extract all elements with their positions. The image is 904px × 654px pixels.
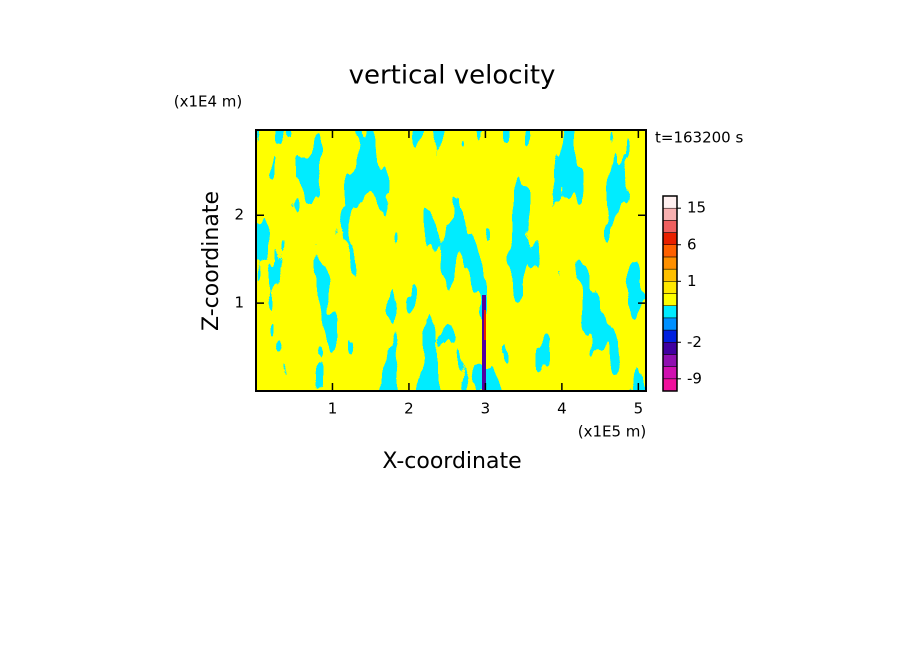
colorbar-band <box>662 220 678 233</box>
colorbar-band <box>662 354 678 367</box>
colorbar-band <box>662 244 678 258</box>
colorbar-band <box>662 195 678 209</box>
colorbar-band <box>662 329 678 343</box>
colorbar-tick-label: 1 <box>687 272 697 290</box>
colorbar-band <box>662 366 678 380</box>
x-tick-label: 4 <box>557 400 567 418</box>
colorbar-band <box>662 293 678 306</box>
colorbar-band <box>662 268 678 282</box>
colorbar-band <box>662 378 678 392</box>
y-unit: (x1E4 m) <box>174 93 243 111</box>
colorbar-band <box>662 281 678 294</box>
colorbar-band <box>662 342 678 355</box>
colorbar-band <box>662 207 678 221</box>
x-axis-label: X-coordinate <box>382 449 521 474</box>
x-tick-label: 5 <box>634 400 644 418</box>
x-tick-label: 3 <box>481 400 491 418</box>
chart-title: vertical velocity <box>349 61 556 91</box>
plot-frame <box>255 129 647 392</box>
colorbar-tick-label: -9 <box>687 369 702 387</box>
colorbar-band <box>662 305 678 319</box>
time-label: t=163200 s <box>655 129 743 147</box>
colorbar-band <box>662 256 678 270</box>
field-feature <box>484 310 486 340</box>
y-tick-label: 2 <box>234 206 244 224</box>
x-tick-label: 1 <box>328 400 338 418</box>
y-tick-label: 1 <box>234 294 244 312</box>
colorbar-tick-label: 15 <box>687 199 706 217</box>
colorbar-frame <box>662 195 678 392</box>
colorbar-band <box>662 317 678 331</box>
colorbar-tick-label: -2 <box>687 333 702 351</box>
contour-field <box>256 130 646 391</box>
x-unit: (x1E5 m) <box>578 423 647 441</box>
y-axis-label: Z-coordinate <box>199 191 224 331</box>
colorbar-band <box>662 232 678 245</box>
field-feature <box>482 295 486 390</box>
colorbar-tick-label: 6 <box>687 235 697 253</box>
field-pattern <box>256 130 646 391</box>
x-tick-label: 2 <box>404 400 414 418</box>
